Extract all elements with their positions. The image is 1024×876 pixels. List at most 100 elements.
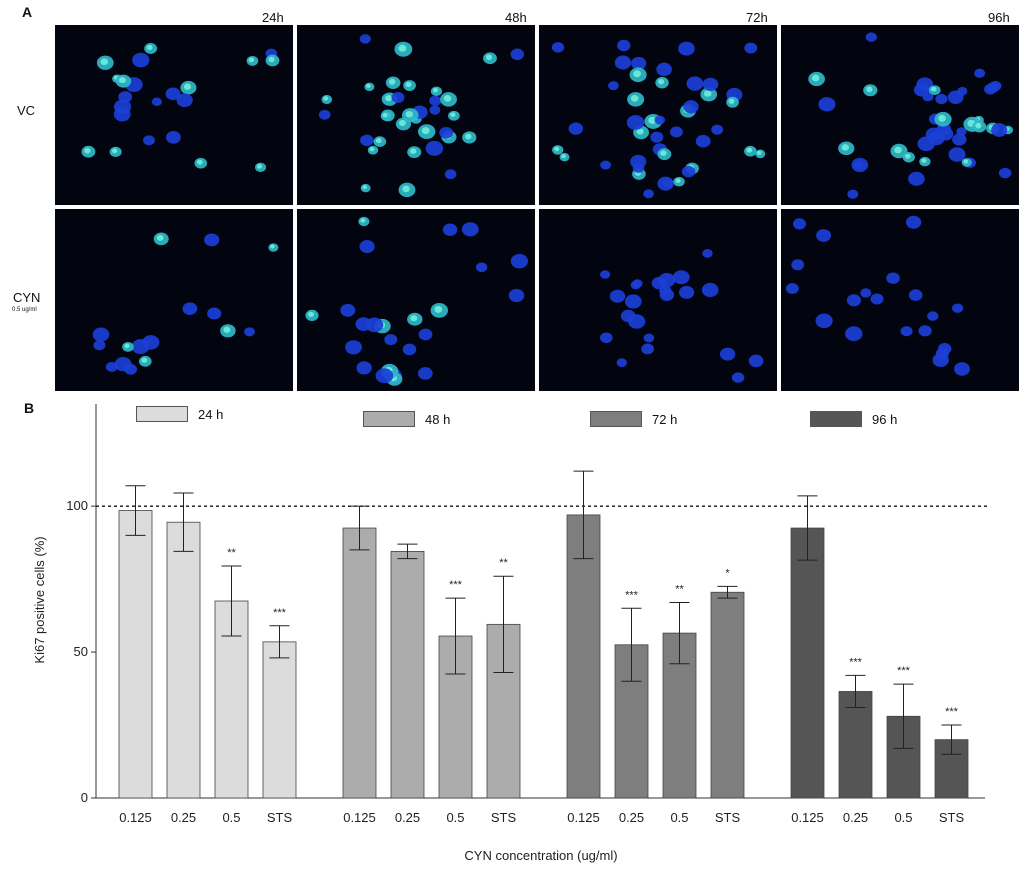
cell-nucleus <box>948 147 966 162</box>
ki67-stain <box>921 158 927 163</box>
x-tick-label: 0.25 <box>395 810 420 825</box>
cell-nucleus <box>508 288 525 303</box>
cell-nucleus <box>702 77 719 91</box>
micrograph-vc-48h <box>297 25 535 205</box>
panel-b-letter: B <box>24 400 35 416</box>
legend-swatch-96h <box>810 411 862 427</box>
cell-nucleus <box>359 34 371 44</box>
bar <box>566 514 601 799</box>
cell-nucleus <box>176 93 193 108</box>
bar <box>342 527 377 799</box>
significance-label: *** <box>849 656 863 668</box>
y-tick-label: 0 <box>81 790 88 805</box>
cell-nucleus <box>418 328 433 341</box>
cell-nucleus <box>701 282 719 298</box>
cell-nucleus <box>340 303 356 317</box>
ki67-bar-chart: 0 50 100 Ki67 positive cells (%) CYN concent… <box>32 404 988 863</box>
cell-nucleus <box>630 280 641 290</box>
ki67-stain <box>196 159 203 165</box>
ki67-stain <box>366 83 371 88</box>
ki67-stain <box>485 54 493 61</box>
cell-nucleus <box>886 272 900 284</box>
ki67-stain <box>410 315 418 322</box>
legend-swatch-24h <box>136 406 188 422</box>
significance-label: *** <box>897 665 911 677</box>
ki67-stain <box>402 185 410 193</box>
ki67-stain <box>405 81 412 88</box>
x-axis-label: CYN concentration (ug/ml) <box>464 848 617 863</box>
significance-label: ** <box>499 557 508 569</box>
cell-nucleus <box>142 335 160 350</box>
y-tick-label: 100 <box>66 498 88 513</box>
cell-nucleus <box>355 317 372 331</box>
ki67-stain <box>183 83 192 90</box>
ki67-stain <box>757 150 762 155</box>
ki67-stain <box>124 343 130 349</box>
cell-nucleus <box>918 325 932 337</box>
micrograph-vc-24h <box>55 25 293 205</box>
cell-nucleus <box>998 167 1012 179</box>
x-tick-label: 0.5 <box>446 810 464 825</box>
cell-nucleus <box>847 189 859 199</box>
legend-label-48h: 48 h <box>425 411 451 427</box>
cell-nucleus <box>956 127 967 136</box>
cell-nucleus <box>816 229 832 242</box>
cell-nucleus <box>695 134 711 148</box>
cell-nucleus <box>113 99 132 115</box>
cell-nucleus <box>922 92 934 102</box>
cell-nucleus <box>439 126 454 139</box>
significance-label: ** <box>227 547 236 559</box>
cell-nucleus <box>93 340 106 351</box>
cell-nucleus <box>656 62 672 77</box>
cell-nucleus <box>791 259 805 271</box>
significance-label: *** <box>273 607 287 619</box>
cell-nucleus <box>391 91 405 104</box>
ki67-stain <box>410 148 417 154</box>
ki67-stain <box>323 96 329 101</box>
ki67-stain <box>433 88 438 93</box>
cell-nucleus <box>991 123 1008 137</box>
cell-nucleus <box>600 332 613 344</box>
cell-nucleus <box>114 357 132 372</box>
cell-nucleus <box>916 77 934 92</box>
x-tick-label: 0.25 <box>171 810 196 825</box>
x-tick-label: STS <box>939 810 965 825</box>
cell-nucleus <box>384 334 398 346</box>
cell-nucleus <box>935 93 948 105</box>
cell-nucleus <box>510 48 524 61</box>
x-tick-label: STS <box>267 810 293 825</box>
cell-nucleus <box>853 160 864 170</box>
micrograph-cyn-72h <box>539 209 777 391</box>
cell-nucleus <box>632 163 645 173</box>
ki67-stain <box>931 86 937 92</box>
x-tick-label: 0.125 <box>119 810 152 825</box>
cell-nucleus <box>609 289 626 303</box>
ki67-stain <box>223 326 231 333</box>
cell-nucleus <box>815 313 833 329</box>
cell-nucleus <box>626 115 645 130</box>
cell-nucleus <box>165 87 181 101</box>
cell-nucleus <box>925 127 942 142</box>
ki67-stain <box>450 112 456 118</box>
x-tick-label: 0.5 <box>894 810 912 825</box>
cell-nucleus <box>105 361 118 372</box>
cell-nucleus <box>614 55 632 70</box>
panel-a-letter: A <box>22 4 33 20</box>
ki67-stain <box>703 90 712 97</box>
ki67-stain <box>111 148 118 154</box>
legend-item-96h: 96 h <box>810 411 897 427</box>
cell-nucleus <box>678 41 695 56</box>
ki67-stain <box>630 95 639 102</box>
cell-nucleus <box>617 39 631 52</box>
significance-label: ** <box>675 583 684 595</box>
cell-nucleus <box>182 302 198 315</box>
cell-nucleus <box>624 294 642 309</box>
cell-nucleus <box>417 367 433 380</box>
x-tick-label: STS <box>491 810 517 825</box>
legend-label-72h: 72 h <box>652 411 678 427</box>
cell-nucleus <box>442 223 458 236</box>
cell-nucleus <box>359 240 375 253</box>
significance-label: *** <box>625 589 639 601</box>
cell-nucleus <box>860 288 872 298</box>
ki67-stain <box>746 147 753 153</box>
